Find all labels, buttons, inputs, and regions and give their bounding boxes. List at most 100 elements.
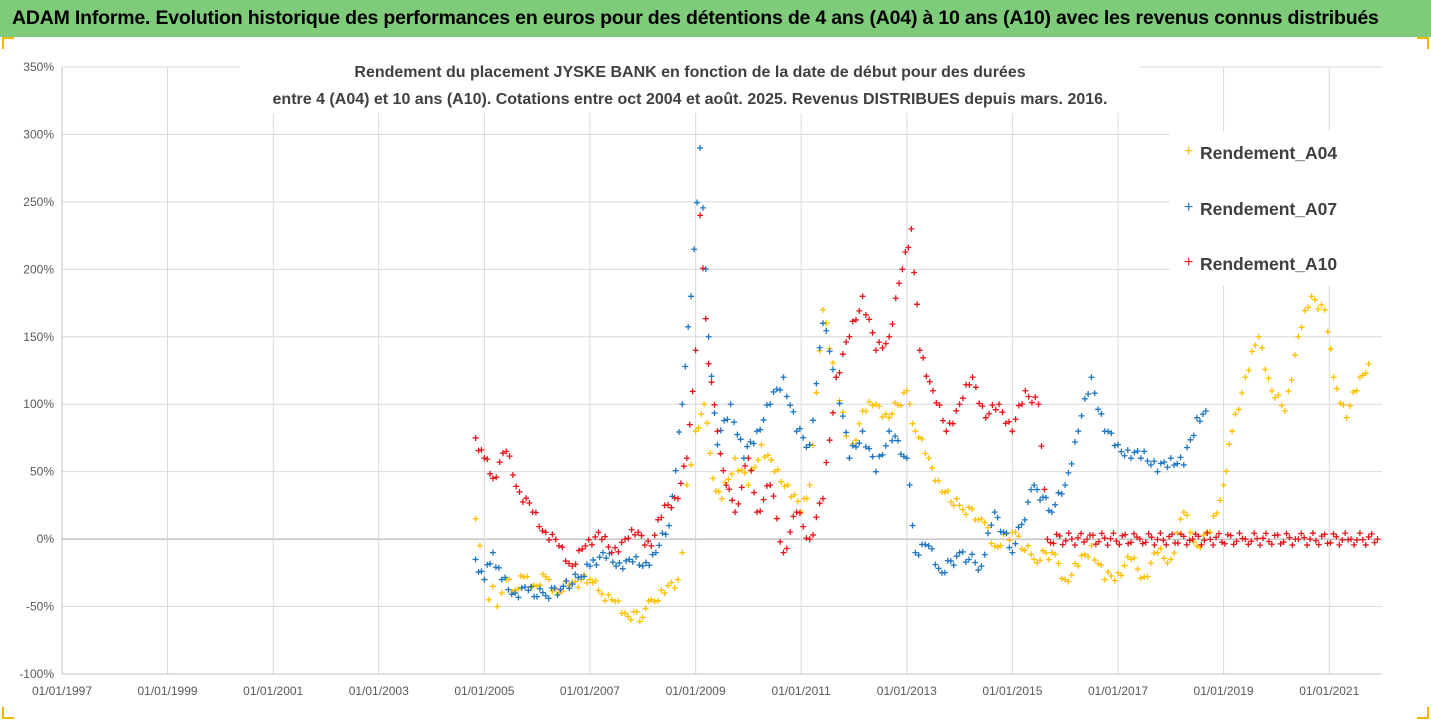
x-tick-label: 01/01/1997: [32, 684, 92, 698]
data-point: [1327, 539, 1334, 546]
data-point: [1151, 458, 1158, 465]
data-point: [806, 536, 813, 543]
data-point: [1078, 530, 1084, 537]
data-point: [1065, 578, 1072, 585]
data-point: [950, 502, 957, 509]
data-point: [1362, 541, 1369, 548]
y-tick-label: 200%: [23, 262, 54, 276]
data-point: [609, 559, 616, 566]
data-point: [1037, 497, 1044, 504]
data-point: [662, 531, 669, 538]
data-point: [1006, 544, 1013, 551]
data-point: [1095, 538, 1102, 545]
data-point: [911, 269, 918, 276]
x-tick-label: 01/01/2013: [877, 684, 937, 698]
data-point: [760, 416, 767, 423]
data-point: [562, 578, 569, 585]
data-point: [1330, 530, 1337, 537]
data-point: [1174, 540, 1181, 547]
data-point: [760, 496, 767, 503]
data-point: [1180, 509, 1187, 516]
data-point: [1145, 530, 1152, 537]
data-point: [1104, 542, 1111, 549]
data-point: [991, 509, 998, 516]
data-point: [1204, 530, 1211, 537]
data-point: [498, 590, 505, 597]
legend-label-a10: Rendement_A10: [1200, 254, 1338, 274]
data-point: [758, 441, 765, 448]
data-point: [1324, 328, 1331, 335]
data-point: [1062, 482, 1069, 489]
data-point: [566, 585, 573, 592]
data-point: [1055, 560, 1062, 567]
data-point: [1342, 530, 1349, 537]
data-point: [1321, 531, 1328, 538]
data-point: [699, 204, 706, 211]
data-point: [711, 410, 718, 417]
data-point: [981, 551, 988, 558]
data-point: [1147, 461, 1154, 468]
data-point: [1124, 447, 1131, 454]
data-point: [1336, 541, 1343, 548]
data-point: [1262, 530, 1269, 537]
data-point: [635, 529, 642, 536]
data-point: [763, 402, 770, 409]
data-point: [1157, 545, 1164, 552]
data-point: [839, 351, 846, 358]
data-point: [516, 488, 523, 495]
frame-corner-bottom-left: [2, 707, 14, 719]
data-point: [735, 467, 742, 474]
data-point: [588, 541, 595, 548]
data-point: [1199, 411, 1206, 418]
data-point: [903, 387, 910, 394]
data-point: [475, 447, 482, 454]
data-point: [626, 556, 633, 563]
data-point: [732, 509, 739, 516]
data-point: [784, 482, 791, 489]
data-point: [1223, 468, 1230, 475]
data-point: [1095, 560, 1102, 567]
data-point: [882, 340, 889, 347]
data-point: [922, 450, 929, 457]
data-point: [595, 587, 602, 594]
data-point: [1055, 489, 1062, 496]
data-point: [694, 199, 701, 206]
data-point: [1095, 406, 1102, 413]
data-point: [651, 598, 658, 605]
data-point: [1038, 443, 1045, 450]
data-point: [572, 578, 579, 585]
data-point: [1045, 556, 1052, 563]
data-point: [702, 315, 709, 322]
data-point: [536, 523, 543, 530]
data-point: [1118, 448, 1125, 455]
data-point: [866, 398, 873, 405]
data-point: [790, 513, 797, 520]
y-tick-label: -50%: [26, 600, 54, 614]
data-point: [742, 462, 749, 469]
data-point: [876, 403, 883, 410]
data-point: [1044, 536, 1051, 543]
data-point: [715, 488, 722, 495]
data-point: [982, 414, 989, 421]
data-point: [585, 536, 592, 543]
data-point: [1308, 293, 1315, 300]
data-point: [1068, 460, 1075, 467]
data-point: [1161, 555, 1168, 562]
data-point: [679, 549, 686, 556]
data-point: [908, 225, 915, 232]
data-point: [1274, 531, 1281, 538]
data-point: [1374, 536, 1381, 543]
data-point: [972, 384, 979, 391]
data-point: [761, 454, 768, 461]
data-point: [1071, 439, 1078, 445]
data-point: [683, 455, 690, 462]
data-point: [517, 572, 524, 579]
data-point: [559, 544, 566, 551]
data-point: [1134, 447, 1141, 454]
data-point: [826, 348, 833, 355]
data-point: [481, 576, 488, 583]
data-point: [846, 333, 853, 340]
legend-label-a04: Rendement_A04: [1200, 143, 1338, 163]
data-point: [936, 402, 943, 409]
data-point: [645, 538, 652, 545]
